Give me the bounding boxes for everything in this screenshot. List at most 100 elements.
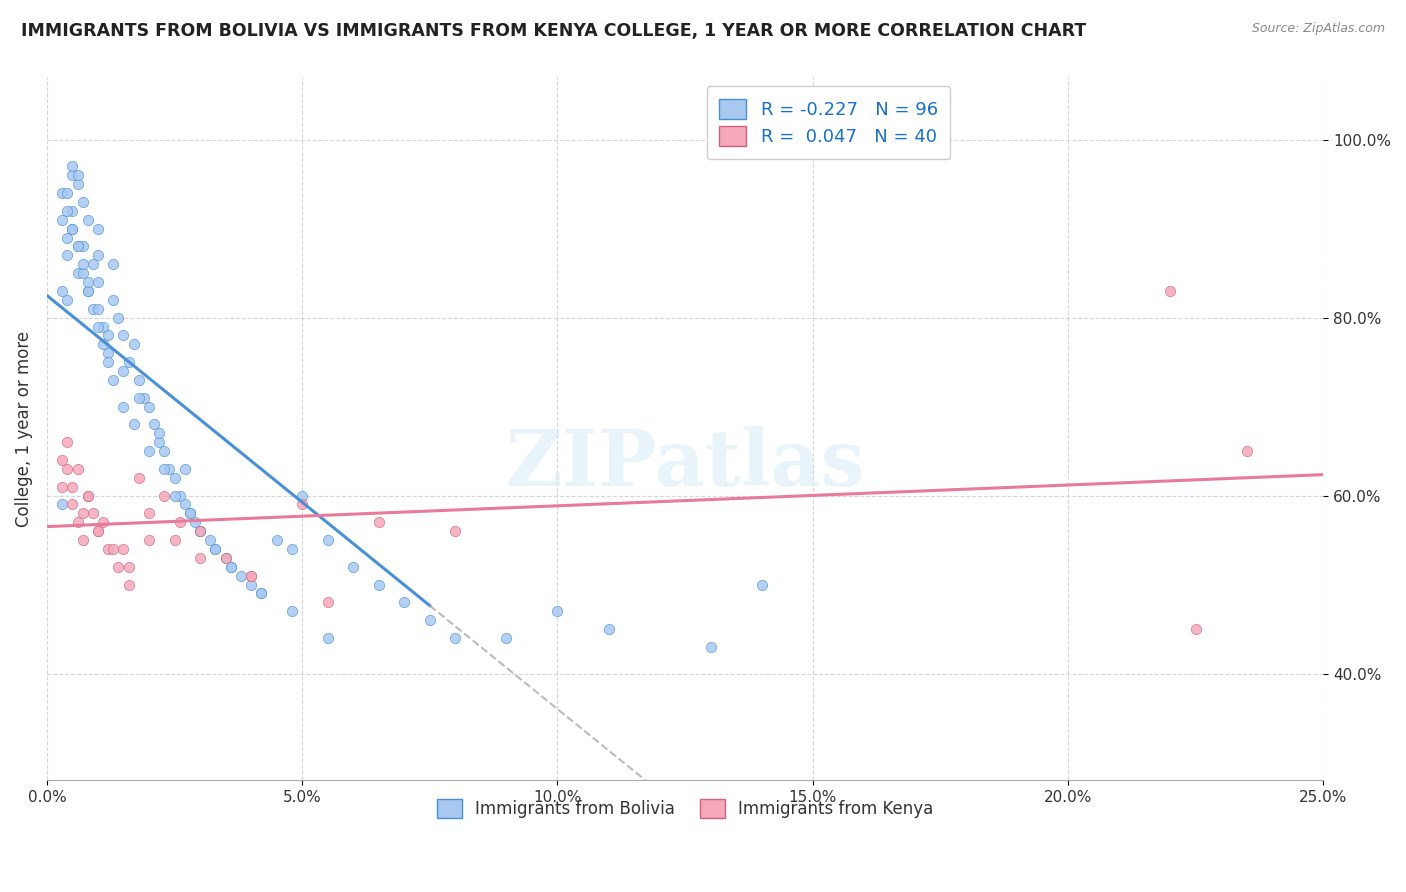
Point xyxy=(214,550,236,565)
Point xyxy=(112,400,135,414)
Point xyxy=(444,631,467,645)
Point xyxy=(128,373,150,387)
Point xyxy=(56,186,79,200)
Point xyxy=(66,239,89,253)
Point xyxy=(76,489,98,503)
Point xyxy=(66,266,89,280)
Point xyxy=(214,550,236,565)
Point xyxy=(316,631,339,645)
Point xyxy=(266,533,288,547)
Point xyxy=(97,541,120,556)
Point xyxy=(153,462,176,476)
Point xyxy=(179,507,201,521)
Point xyxy=(173,462,195,476)
Point xyxy=(291,489,314,503)
Point xyxy=(250,586,273,600)
Point xyxy=(188,550,211,565)
Point xyxy=(173,498,195,512)
Point xyxy=(179,507,201,521)
Point xyxy=(1184,622,1206,636)
Text: IMMIGRANTS FROM BOLIVIA VS IMMIGRANTS FROM KENYA COLLEGE, 1 YEAR OR MORE CORRELA: IMMIGRANTS FROM BOLIVIA VS IMMIGRANTS FR… xyxy=(21,22,1087,40)
Point xyxy=(163,533,186,547)
Point xyxy=(117,559,139,574)
Point xyxy=(97,355,120,369)
Text: Source: ZipAtlas.com: Source: ZipAtlas.com xyxy=(1251,22,1385,36)
Point xyxy=(91,516,114,530)
Point xyxy=(219,559,242,574)
Point xyxy=(51,480,73,494)
Point xyxy=(87,248,110,262)
Point xyxy=(107,559,129,574)
Point xyxy=(128,391,150,405)
Point xyxy=(394,595,416,609)
Point xyxy=(219,559,242,574)
Point xyxy=(56,435,79,450)
Point xyxy=(128,471,150,485)
Point xyxy=(87,221,110,235)
Point xyxy=(204,541,226,556)
Point xyxy=(62,160,84,174)
Point xyxy=(72,266,94,280)
Point xyxy=(97,346,120,360)
Point xyxy=(72,194,94,209)
Point xyxy=(148,426,170,441)
Point xyxy=(112,328,135,343)
Point xyxy=(62,480,84,494)
Point xyxy=(153,489,176,503)
Point xyxy=(751,577,773,591)
Point xyxy=(103,373,125,387)
Point xyxy=(87,275,110,289)
Point xyxy=(188,524,211,538)
Point xyxy=(240,577,263,591)
Point xyxy=(184,516,207,530)
Point xyxy=(419,613,441,627)
Point xyxy=(138,400,160,414)
Point xyxy=(200,533,222,547)
Point xyxy=(76,284,98,298)
Point xyxy=(56,293,79,307)
Point xyxy=(444,524,467,538)
Point xyxy=(229,568,252,582)
Point xyxy=(72,239,94,253)
Point xyxy=(546,604,568,618)
Point xyxy=(51,186,73,200)
Point xyxy=(56,248,79,262)
Point xyxy=(91,319,114,334)
Point xyxy=(163,489,186,503)
Point xyxy=(281,541,304,556)
Point xyxy=(87,524,110,538)
Point xyxy=(117,577,139,591)
Point xyxy=(103,257,125,271)
Point xyxy=(107,310,129,325)
Point xyxy=(82,301,104,316)
Point xyxy=(62,169,84,183)
Point xyxy=(367,516,389,530)
Point xyxy=(138,444,160,458)
Point xyxy=(188,524,211,538)
Point xyxy=(316,595,339,609)
Point xyxy=(103,541,125,556)
Point xyxy=(1236,444,1258,458)
Point xyxy=(91,337,114,351)
Point xyxy=(76,284,98,298)
Point xyxy=(122,417,145,432)
Y-axis label: College, 1 year or more: College, 1 year or more xyxy=(15,331,32,527)
Point xyxy=(72,257,94,271)
Legend: Immigrants from Bolivia, Immigrants from Kenya: Immigrants from Bolivia, Immigrants from… xyxy=(430,793,941,825)
Point xyxy=(82,257,104,271)
Point xyxy=(87,524,110,538)
Point xyxy=(51,453,73,467)
Point xyxy=(598,622,620,636)
Point xyxy=(240,568,263,582)
Point xyxy=(291,498,314,512)
Point xyxy=(66,239,89,253)
Point xyxy=(153,444,176,458)
Point xyxy=(82,507,104,521)
Point xyxy=(76,275,98,289)
Point xyxy=(169,516,191,530)
Point xyxy=(169,489,191,503)
Point xyxy=(157,462,180,476)
Point xyxy=(76,212,98,227)
Point xyxy=(112,541,135,556)
Point xyxy=(72,533,94,547)
